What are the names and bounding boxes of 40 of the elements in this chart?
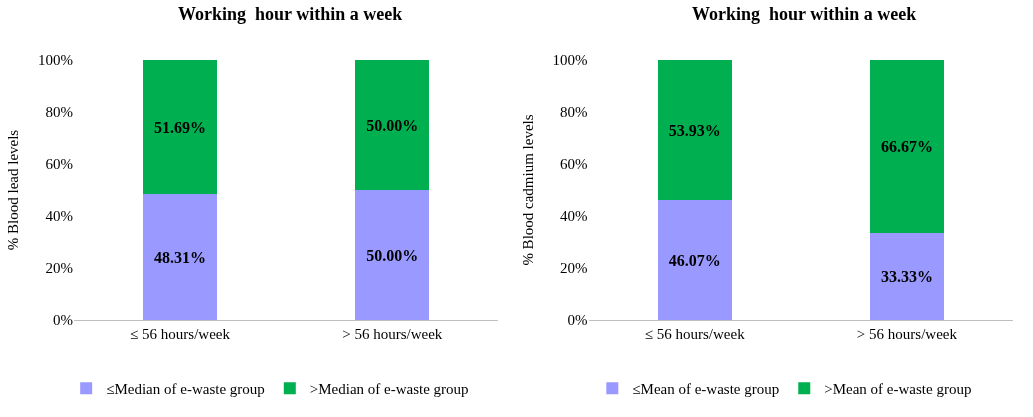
y-tick-label: 100% [552, 52, 588, 69]
data-label: 46.07% [668, 251, 721, 269]
y-tick-label: 40% [560, 208, 588, 225]
y-tick-label: 60% [45, 156, 73, 173]
data-label: 50.00% [366, 246, 419, 264]
y-tick-label: 20% [560, 260, 588, 277]
y-tick-label: 60% [560, 156, 588, 173]
y-tick-label: 40% [45, 208, 73, 225]
x-tick-label: ≤ 56 hours/week [130, 326, 231, 342]
legend-label: ≤Median of e-waste group [106, 381, 265, 398]
data-label: 48.31% [154, 248, 207, 266]
chart-title: Working hour within a week [692, 4, 917, 24]
bar [355, 60, 430, 190]
legend-label: ≤Mean of e-waste group [632, 381, 780, 398]
y-axis-title: % Blood lead levels [5, 129, 22, 251]
data-label: 50.00% [366, 116, 419, 134]
data-label: 33.33% [880, 268, 933, 286]
y-axis-title: % Blood cadmium levels [519, 114, 536, 266]
bar [142, 60, 218, 195]
bar [355, 190, 430, 320]
y-tick-label: 20% [45, 260, 73, 277]
y-tick-label: 0% [52, 312, 73, 329]
bar [657, 60, 732, 201]
data-label: 51.69% [154, 118, 207, 136]
x-tick-label: > 56 hours/week [856, 326, 958, 342]
y-tick-label: 80% [560, 104, 588, 121]
chart-title: Working hour within a week [178, 4, 403, 24]
bar [869, 233, 945, 320]
x-tick-label: > 56 hours/week [342, 326, 443, 342]
bar [869, 60, 945, 234]
legend-label: >Mean of e-waste group [824, 381, 972, 398]
data-label: 66.67% [880, 138, 933, 156]
x-tick-label: ≤ 56 hours/week [644, 326, 746, 342]
bar [142, 194, 218, 320]
bar [657, 200, 732, 320]
legend-label: >Median of e-waste group [309, 381, 469, 398]
y-tick-label: 80% [45, 104, 73, 121]
data-label: 53.93% [668, 121, 721, 139]
y-tick-label: 0% [567, 312, 588, 329]
y-tick-label: 100% [37, 52, 73, 69]
